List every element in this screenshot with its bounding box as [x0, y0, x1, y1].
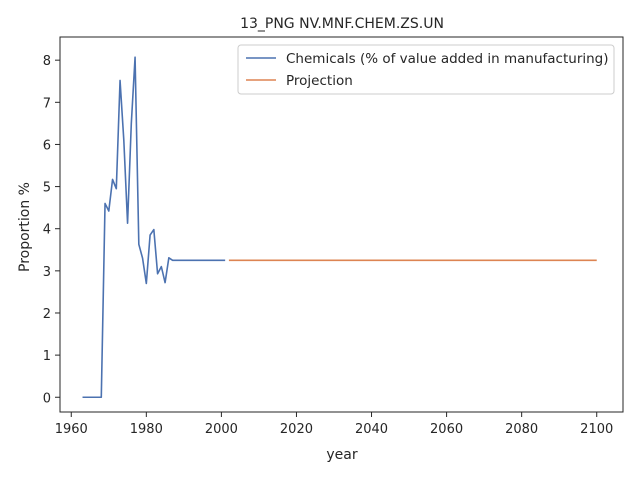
y-tick-label: 5 [43, 181, 51, 196]
x-tick-label: 1960 [55, 422, 88, 437]
legend-label-projection: Projection [286, 73, 353, 89]
x-axis: 1960 1980 2000 2020 2040 2060 2080 2100 [55, 412, 613, 437]
x-tick-label: 1980 [130, 422, 163, 437]
y-tick-label: 8 [43, 54, 51, 69]
legend-label-chemicals: Chemicals (% of value added in manufactu… [286, 51, 609, 67]
y-axis: 0 1 2 3 4 5 6 7 8 [43, 54, 60, 406]
y-tick-label: 6 [43, 138, 51, 153]
legend: Chemicals (% of value added in manufactu… [237, 44, 615, 95]
x-tick-label: 2000 [205, 422, 238, 437]
x-tick-label: 2080 [505, 422, 538, 437]
legend-box [237, 44, 615, 95]
series-layer [82, 56, 597, 399]
y-tick-label: 2 [43, 307, 51, 322]
plot-area [59, 36, 624, 413]
y-tick-label: 4 [43, 223, 51, 238]
y-axis-label: Proportion % [17, 182, 33, 272]
x-tick-label: 2060 [430, 422, 463, 437]
y-tick-label: 1 [43, 349, 51, 364]
x-tick-label: 2100 [580, 422, 613, 437]
chart-title: 13_PNG NV.MNF.CHEM.ZS.UN [240, 16, 444, 32]
x-tick-label: 2040 [355, 422, 388, 437]
x-tick-label: 2020 [280, 422, 313, 437]
axes-frame [59, 36, 624, 413]
y-tick-label: 7 [43, 96, 51, 111]
y-tick-label: 3 [43, 265, 51, 280]
series-line-chemicals [82, 56, 226, 399]
x-axis-label: year [326, 447, 357, 463]
y-tick-label: 0 [43, 391, 51, 406]
